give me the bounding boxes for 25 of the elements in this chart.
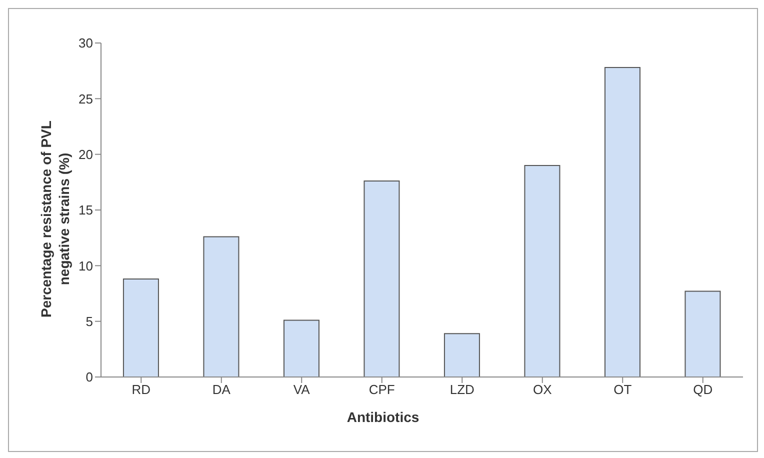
x-tick-label: OX <box>532 382 552 398</box>
bar <box>604 66 640 377</box>
x-tick-label: LZD <box>450 382 474 398</box>
y-tick-label: 25 <box>78 91 93 106</box>
y-tick-label: 20 <box>78 146 93 162</box>
bar <box>524 164 560 377</box>
x-tick-label: RD <box>132 382 151 398</box>
x-axis-title: Antibiotics <box>346 409 420 425</box>
bar <box>684 290 721 377</box>
x-tick-label: DA <box>212 382 231 398</box>
bar <box>122 278 159 377</box>
y-tick-label: 15 <box>78 202 93 218</box>
y-tick-label: 5 <box>86 314 93 329</box>
bar <box>364 180 400 377</box>
bar <box>203 236 240 377</box>
y-tick-label: 0 <box>86 370 93 385</box>
y-tick-label: 10 <box>78 258 93 274</box>
y-axis-title: Percentage resistance of PVL negative strains (%) <box>38 120 72 318</box>
x-tick-label: OT <box>614 382 632 398</box>
x-tick-label: VA <box>293 382 310 398</box>
x-tick-label: CPF <box>368 382 395 398</box>
y-tick-label: 30 <box>78 36 93 51</box>
x-tick-label: QD <box>693 382 713 398</box>
bar <box>283 320 320 377</box>
bar <box>444 333 480 377</box>
